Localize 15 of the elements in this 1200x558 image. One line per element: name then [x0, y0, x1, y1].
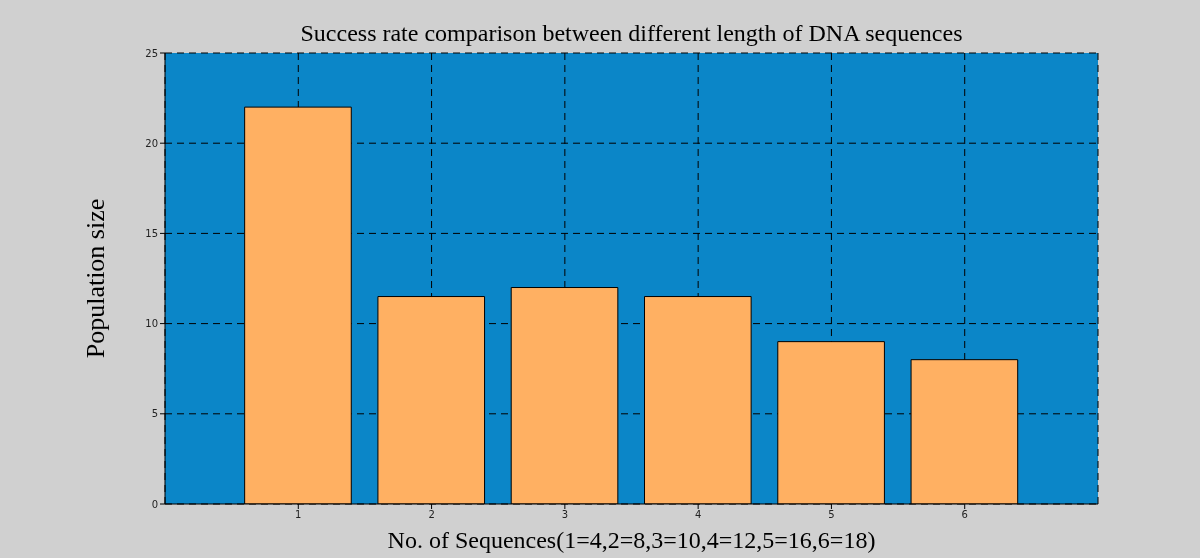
chart-title: Success rate comparison between different length of DNA sequences [299, 19, 964, 48]
x-axis-title: No. of Sequences(1=4,2=8,3=10,4=12,5=16,6=18) [387, 527, 876, 553]
y-axis-title: Population size [81, 198, 111, 359]
y-tick-label: 0 [151, 498, 158, 510]
y-tick-label: 25 [145, 47, 158, 59]
y-tick-label: 20 [145, 137, 158, 149]
x-tick-label: 4 [694, 509, 702, 521]
x-tick-label: 3 [561, 509, 569, 521]
x-tick-label: 2 [428, 509, 435, 521]
y-tick-label: 10 [145, 318, 158, 330]
x-tick-label: 6 [961, 509, 968, 521]
y-tick-label: 5 [151, 408, 158, 420]
y-tick-label: 15 [145, 227, 158, 239]
x-tick-label: 5 [828, 509, 835, 521]
x-tick-label: 1 [295, 509, 302, 521]
